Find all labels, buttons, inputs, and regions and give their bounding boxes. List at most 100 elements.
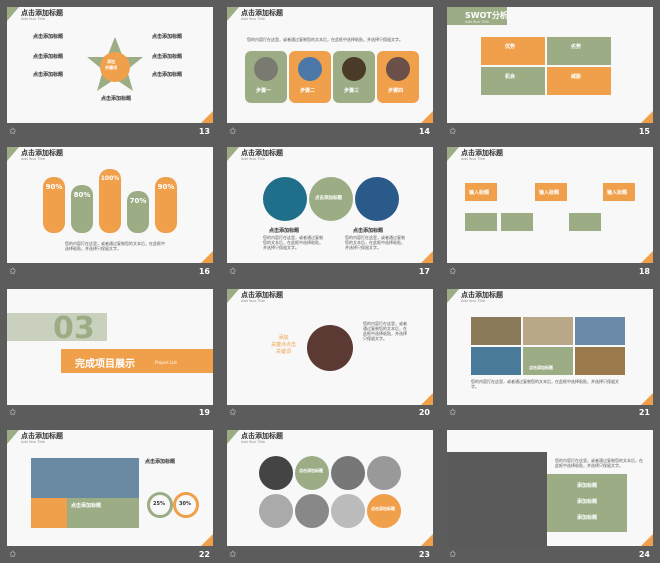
star-center-text: 添加 关键词 <box>105 59 117 70</box>
photo <box>31 458 139 498</box>
slide-13[interactable]: 点击添加标题 Add Your Title 添加 关键词 点击添加标题 点击添加标… <box>7 7 213 123</box>
slide-header: 点击添加标题 Add Your Title <box>227 147 397 161</box>
slide-16[interactable]: 点击添加标题 Add Your Title 90% 80% 100% 70% 90… <box>7 147 213 263</box>
slide-14[interactable]: 点击添加标题 Add Your Title 您的内容打在这里，或者通过复制您的文本… <box>227 7 433 123</box>
slide-header: 点击添加标题 Add Your Title <box>447 289 617 303</box>
photo <box>471 347 521 375</box>
center-box <box>523 347 573 375</box>
body-text: 您的内容打在这里，或者通过复制您的文本后，在此框中选择粘贴，并选择只保留文字。 <box>471 379 619 389</box>
label: 点击添加标题 <box>353 228 384 234</box>
transition-star-icon[interactable]: ✩ <box>229 127 237 137</box>
arrow-label: 输入标题 <box>469 190 490 196</box>
arrow-label: 输入标题 <box>607 190 628 196</box>
arrow-box <box>465 183 497 201</box>
transition-star-icon[interactable]: ✩ <box>229 267 237 277</box>
text-box <box>67 498 139 528</box>
photo <box>523 317 573 345</box>
arrow-box <box>465 213 497 231</box>
label: 点击添加标题 <box>33 72 64 78</box>
corner-accent <box>641 393 653 405</box>
slide-23[interactable]: 点击添加标题 Add Your Title 点击添加标题 点击添加标题 <box>227 430 433 546</box>
step-label: 步骤一 <box>256 88 272 94</box>
slide-header: 点击添加标题 Add Your Title <box>447 147 617 161</box>
slide-24[interactable]: 您的内容打在这里，或者通过复制您的文本后，在此框中选择粘贴，并选择只保留文字。 … <box>447 430 653 546</box>
label: 点击添加标题 <box>101 96 132 102</box>
section-title: 完成项目展示 <box>75 359 135 370</box>
slide-number: 14 <box>418 127 430 136</box>
body-text: 您的内容打在这里，或者通过复制您的文本后，在此框中选择粘贴，并选择只保留文字。 <box>555 458 643 468</box>
item-label: 添加标题 <box>577 499 598 505</box>
body-text: 您的内容打在这里，或者通过复制您的文本后，在此框中选择粘贴，并选择只保留文字。 <box>263 235 323 250</box>
photo <box>342 57 366 81</box>
arrow-box <box>535 183 567 201</box>
slide-20[interactable]: 点击添加标题 Add Your Title 添加 关键点点击 关键词 您的内容打在… <box>227 289 433 405</box>
transition-star-icon[interactable]: ✩ <box>229 408 237 418</box>
photo <box>254 57 278 81</box>
center-label: 点击添加标题 <box>315 196 342 201</box>
transition-star-icon[interactable]: ✩ <box>9 267 17 277</box>
corner-accent <box>201 111 213 123</box>
slide-15[interactable]: SWOT分析 Add Your Title 优势 劣势 机会 威胁 <box>447 7 653 123</box>
percent-pill: 70% <box>127 191 149 233</box>
photo <box>575 317 625 345</box>
arrow-label: 输入标题 <box>539 190 560 196</box>
step-label: 步骤二 <box>300 88 316 94</box>
section-subtitle: Project List <box>155 360 177 365</box>
corner-accent <box>421 251 433 263</box>
ring-30 <box>173 492 199 518</box>
transition-star-icon[interactable]: ✩ <box>9 550 17 560</box>
photo <box>331 456 365 490</box>
corner-accent <box>421 111 433 123</box>
label: 点击添加标题 <box>152 34 183 40</box>
slide-number: 13 <box>198 127 210 136</box>
label: 点击添加标题 <box>152 54 183 60</box>
slide-number: 23 <box>418 550 430 559</box>
swot-threats <box>547 67 611 95</box>
transition-star-icon[interactable]: ✩ <box>449 127 457 137</box>
transition-star-icon[interactable]: ✩ <box>229 550 237 560</box>
transition-star-icon[interactable]: ✩ <box>9 127 17 137</box>
photo <box>298 57 322 81</box>
slide-number: 21 <box>638 408 650 417</box>
slide-17[interactable]: 点击添加标题 Add Your Title 点击添加标题 点击添加标题 点击添加标… <box>227 147 433 263</box>
photo <box>355 177 399 221</box>
center-label: 点击添加标题 <box>529 365 553 370</box>
slide-header: SWOT分析 Add Your Title <box>447 7 508 25</box>
arrow-box <box>569 213 601 231</box>
slide-header: 点击添加标题 Add Your Title <box>227 289 397 303</box>
slide-header: 点击添加标题 Add Your Title <box>7 7 177 21</box>
label: 点击添加标题 <box>152 72 183 78</box>
star-diagram <box>87 37 143 91</box>
swot-strengths <box>481 37 545 65</box>
transition-star-icon[interactable]: ✩ <box>449 267 457 277</box>
slide-22[interactable]: 点击添加标题 Add Your Title 点击添加标题 点击添加标题 25% 3… <box>7 430 213 546</box>
swot-label: 威胁 <box>571 74 582 80</box>
transition-star-icon[interactable]: ✩ <box>9 408 17 418</box>
photo <box>367 456 401 490</box>
body-text: 您的内容打在这里，或者通过复制您的文本后，在此框中选择粘贴，并选择只保留文字。 <box>65 241 165 251</box>
transition-star-icon[interactable]: ✩ <box>449 408 457 418</box>
label: 点击添加标题 <box>371 506 395 511</box>
slide-number: 16 <box>198 267 210 276</box>
photo <box>259 456 293 490</box>
slide-19[interactable]: 03 完成项目展示 Project List <box>7 289 213 405</box>
slide-number: 20 <box>418 408 430 417</box>
percent-pill: 90% <box>155 177 177 233</box>
slide-18[interactable]: 点击添加标题 Add Your Title 输入标题 输入标题 输入标题 <box>447 147 653 263</box>
slide-21[interactable]: 点击添加标题 Add Your Title 点击添加标题 您的内容打在这里，或者通… <box>447 289 653 405</box>
photo <box>307 325 353 371</box>
corner-accent <box>641 111 653 123</box>
heading: 点击添加标题 <box>145 459 176 465</box>
text-circle <box>295 456 329 490</box>
photo <box>259 494 293 528</box>
corner-accent <box>201 251 213 263</box>
label: 点击添加标题 <box>33 34 64 40</box>
slide-number: 24 <box>638 550 650 559</box>
ring-value: 25% <box>153 501 165 507</box>
section-band <box>7 313 107 341</box>
transition-star-icon[interactable]: ✩ <box>449 550 457 560</box>
step-label: 步骤四 <box>388 88 404 94</box>
swot-label: 机会 <box>505 74 516 80</box>
slide-number: 17 <box>418 267 430 276</box>
slide-number: 15 <box>638 127 650 136</box>
